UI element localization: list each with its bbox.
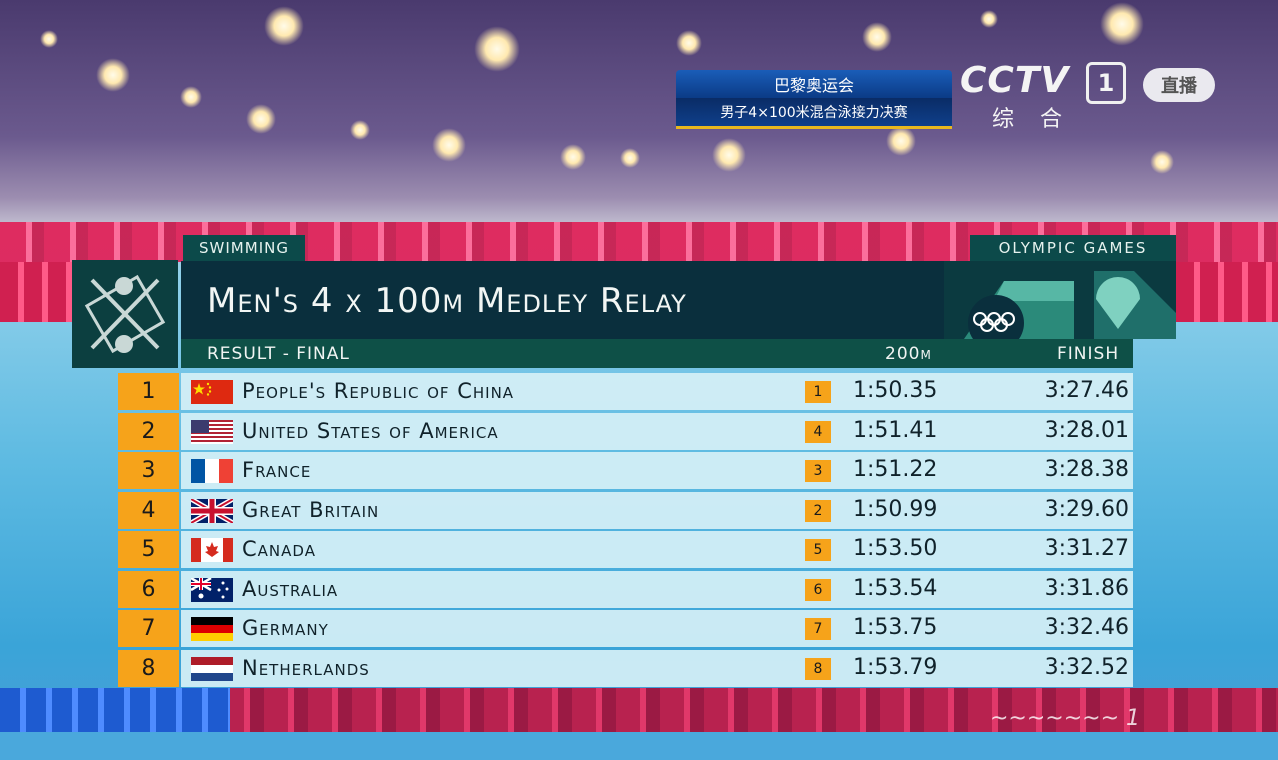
lane-rope-bottom-blue: [0, 688, 230, 732]
finish-time: 3:27.46: [1044, 378, 1129, 403]
row-body: Australia 6 1:53.54 3:31.86: [181, 570, 1133, 608]
split-header: 200m: [885, 344, 932, 364]
channel-number: 1: [1086, 62, 1126, 104]
flag-usa-icon: [191, 419, 233, 444]
title-bar: Men's 4 x 100m Medley Relay: [181, 261, 944, 339]
flag-netherlands-icon: [191, 656, 233, 681]
split-time: 1:53.50: [853, 536, 938, 561]
rank-badge: 1: [118, 373, 179, 410]
table-row: 5 Canada 5 1:53.50 3:31.27: [118, 531, 1133, 568]
flag-gb-icon: [191, 498, 233, 523]
table-row: 8 Netherlands 8 1:53.79 3:32.52: [118, 649, 1133, 687]
finish-time: 3:32.46: [1044, 615, 1129, 640]
split-time: 1:53.79: [853, 654, 938, 680]
water: [0, 732, 1278, 760]
table-row: 2 United States of America 4 1:51.41 3:28.01: [118, 412, 1133, 450]
split-time: 1:51.41: [853, 417, 938, 443]
page-title: Men's 4 x 100m Medley Relay: [207, 281, 687, 321]
row-body: Germany 7 1:53.75 3:32.46: [181, 610, 1133, 647]
split-position-badge: 5: [805, 539, 831, 561]
row-body: United States of America 4 1:51.41 3:28.01: [181, 412, 1133, 450]
flag-canada-icon: [191, 538, 233, 562]
table-row: 7 Germany 7 1:53.75 3:32.46: [118, 610, 1133, 647]
rank-badge: 7: [118, 610, 179, 647]
table-row: 1 People's Republic of China 1 1:50.35 3:27.…: [118, 373, 1133, 410]
watermark: ~~~~~~~ 1: [990, 706, 1141, 731]
flag-china-icon: [191, 380, 233, 404]
split-time: 1:50.99: [853, 496, 938, 522]
flag-france-icon: [191, 459, 233, 483]
games-tag: OLYMPIC GAMES: [970, 235, 1176, 261]
table-row: 3 France 3 1:51.22 3:28.38: [118, 452, 1133, 489]
lane-rope-right: [1176, 262, 1278, 322]
finish-time: 3:28.38: [1044, 457, 1129, 482]
rank-badge: 3: [118, 452, 179, 489]
rank-badge: 5: [118, 531, 179, 568]
finish-time: 3:28.01: [1044, 417, 1129, 443]
finish-time: 3:29.60: [1044, 496, 1129, 522]
row-body: Netherlands 8 1:53.79 3:32.52: [181, 649, 1133, 687]
country-name: Germany: [242, 616, 329, 640]
event-caption: 巴黎奥运会 男子4×100米混合泳接力决赛: [676, 70, 952, 129]
split-position-badge: 3: [805, 460, 831, 482]
country-name: Netherlands: [242, 655, 370, 680]
split-time: 1:51.22: [853, 457, 938, 482]
split-position-badge: 2: [805, 499, 831, 522]
rank-badge: 8: [118, 649, 179, 687]
split-position-badge: 1: [805, 381, 831, 403]
result-label: RESULT - FINAL: [207, 344, 350, 364]
row-body: Great Britain 2 1:50.99 3:29.60: [181, 491, 1133, 529]
country-name: Canada: [242, 537, 316, 561]
country-name: Australia: [242, 576, 339, 601]
finish-header: FINISH: [1057, 344, 1120, 364]
table-row: 4 Great Britain 2 1:50.99 3:29.60: [118, 491, 1133, 529]
finish-time: 3:31.27: [1044, 536, 1129, 561]
row-body: Canada 5 1:53.50 3:31.27: [181, 531, 1133, 568]
country-name: United States of America: [242, 418, 499, 443]
event-subtitle: 男子4×100米混合泳接力决赛: [676, 98, 952, 129]
country-name: People's Republic of China: [242, 379, 515, 403]
row-body: People's Republic of China 1 1:50.35 3:27.4…: [181, 373, 1133, 410]
swimming-pictogram-icon: [72, 260, 178, 368]
cctv-logo: CCTV: [960, 60, 1070, 101]
sport-tag: SWIMMING: [183, 235, 305, 261]
live-badge: 直播: [1143, 68, 1215, 102]
flag-germany-icon: [191, 617, 233, 641]
split-position-badge: 4: [805, 420, 831, 443]
rank-badge: 4: [118, 491, 179, 529]
lane-rope-left: [0, 262, 72, 322]
split-position-badge: 6: [805, 578, 831, 601]
row-body: France 3 1:51.22 3:28.38: [181, 452, 1133, 489]
channel-name: 综合: [992, 107, 1089, 132]
table-row: 6 Australia 6 1:53.54 3:31.86: [118, 570, 1133, 608]
split-time: 1:50.35: [853, 378, 938, 403]
split-time: 1:53.54: [853, 575, 938, 601]
channel-logo: CCTV 1 综合: [960, 60, 1130, 132]
flag-australia-icon: [191, 577, 233, 602]
olympic-rings-icon: [944, 261, 1176, 339]
split-position-badge: 8: [805, 657, 831, 680]
result-header: RESULT - FINAL 200m FINISH: [181, 339, 1133, 368]
country-name: France: [242, 458, 312, 482]
country-name: Great Britain: [242, 497, 380, 522]
split-time: 1:53.75: [853, 615, 938, 640]
rank-badge: 6: [118, 570, 179, 608]
event-title: 巴黎奥运会: [676, 70, 952, 98]
split-position-badge: 7: [805, 618, 831, 640]
finish-time: 3:31.86: [1044, 575, 1129, 601]
rank-badge: 2: [118, 412, 179, 450]
finish-time: 3:32.52: [1044, 654, 1129, 680]
